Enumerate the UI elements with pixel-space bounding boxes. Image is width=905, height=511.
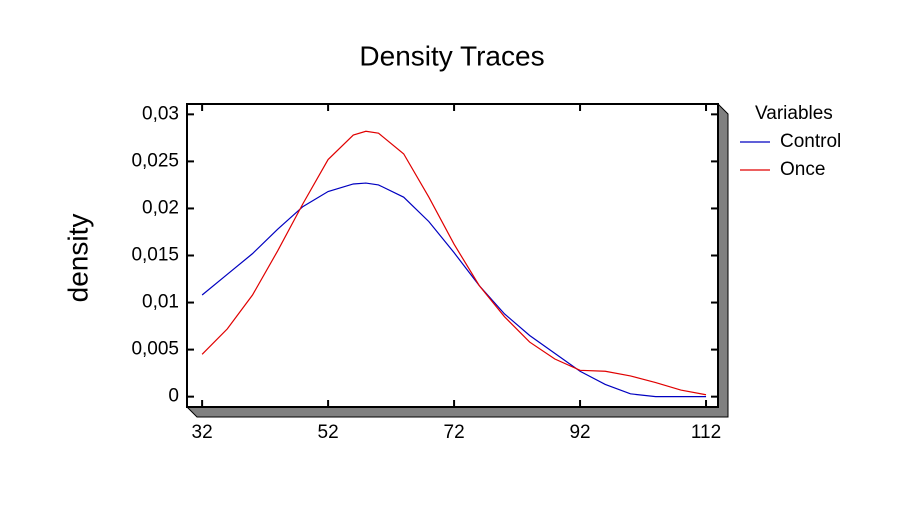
x-tick-label: 32	[192, 422, 213, 443]
x-tick-label: 72	[444, 422, 465, 443]
y-tick-label: 0,01	[142, 292, 179, 313]
series-line	[201, 130, 707, 396]
plot-frame	[186, 103, 719, 408]
series-line	[201, 182, 707, 398]
x-tick-label: 52	[318, 422, 339, 443]
y-tick-label: 0,005	[131, 339, 179, 360]
y-tick-label: 0,025	[131, 150, 179, 171]
y-tick-label: 0,02	[142, 197, 179, 218]
legend-label: Control	[780, 131, 841, 152]
legend-label: Once	[780, 159, 825, 180]
y-tick-label: 0	[168, 386, 179, 407]
x-tick-label: 92	[569, 422, 590, 443]
chart-title: Density Traces	[359, 40, 544, 71]
x-tick-label: 112	[691, 422, 721, 443]
y-tick-label: 0,015	[131, 245, 179, 266]
y-axis-label: density	[62, 214, 93, 303]
y-tick-label: 0,03	[142, 103, 179, 124]
legend-title: Variables	[755, 103, 833, 124]
